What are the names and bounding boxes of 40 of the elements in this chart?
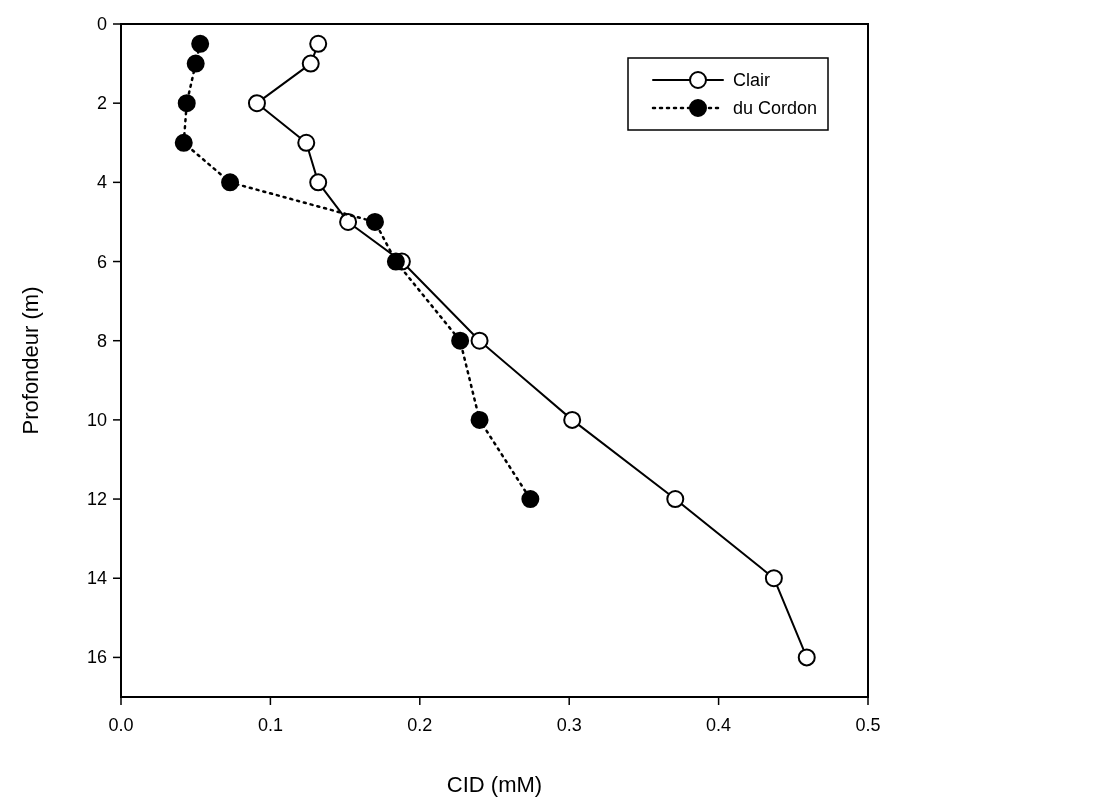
point	[309, 173, 328, 192]
x-tick-label: 0.5	[855, 715, 881, 735]
y-tick-label: 12	[86, 489, 107, 510]
x-tick-label: 0.0	[108, 715, 134, 735]
point	[451, 331, 470, 350]
y-tick-label: 10	[86, 409, 107, 430]
point	[470, 331, 489, 350]
y-tick-label: 6	[96, 251, 107, 272]
point	[309, 34, 328, 53]
point	[797, 648, 816, 667]
x-tick-label: 0.1	[257, 715, 283, 735]
point	[177, 94, 196, 113]
point	[174, 133, 193, 152]
y-tick-label: 16	[86, 647, 107, 668]
x-tick-label: 0.3	[556, 715, 582, 735]
point	[297, 133, 316, 152]
point	[666, 490, 685, 509]
point	[365, 212, 384, 231]
point	[301, 54, 320, 73]
y-tick-label: 4	[96, 172, 107, 193]
point	[221, 173, 240, 192]
point	[186, 54, 205, 73]
point	[470, 410, 489, 429]
point	[191, 34, 210, 53]
x-tick-label: 0.2	[407, 715, 433, 735]
x-tick-label: 0.4	[706, 715, 732, 735]
y-tick-label: 8	[96, 330, 107, 351]
y-tick-label: 2	[96, 93, 107, 114]
legend-label: Clair	[733, 70, 771, 90]
point	[764, 569, 783, 588]
y-axis-title: Profondeur (m)	[18, 286, 43, 435]
point	[563, 410, 582, 429]
point	[521, 490, 540, 509]
legend-label: du Cordon	[733, 98, 818, 118]
y-tick-label: 0	[96, 14, 107, 34]
point	[339, 212, 358, 231]
y-tick-label: 14	[86, 568, 107, 589]
point	[247, 94, 266, 113]
x-axis-title: CID (mM)	[446, 772, 543, 797]
point	[386, 252, 405, 271]
